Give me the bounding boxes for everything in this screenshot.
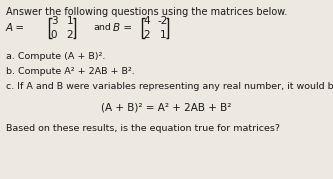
Text: 2: 2 bbox=[67, 30, 73, 40]
Text: and: and bbox=[93, 23, 111, 33]
Text: A =: A = bbox=[6, 23, 25, 33]
Text: B =: B = bbox=[113, 23, 132, 33]
Text: Answer the following questions using the matrices below.: Answer the following questions using the… bbox=[6, 7, 287, 17]
Text: c. If A and B were variables representing any real number, it would be true that: c. If A and B were variables representin… bbox=[6, 82, 333, 91]
Text: b. Compute A² + 2AB + B².: b. Compute A² + 2AB + B². bbox=[6, 67, 135, 76]
Text: a. Compute (A + B)².: a. Compute (A + B)². bbox=[6, 52, 105, 61]
Text: 0: 0 bbox=[51, 30, 57, 40]
Text: 2: 2 bbox=[144, 30, 150, 40]
Text: (A + B)² = A² + 2AB + B²: (A + B)² = A² + 2AB + B² bbox=[101, 103, 231, 113]
Text: 3: 3 bbox=[51, 16, 57, 26]
Text: -2: -2 bbox=[158, 16, 168, 26]
Text: 1: 1 bbox=[160, 30, 166, 40]
Text: Based on these results, is the equation true for matrices?: Based on these results, is the equation … bbox=[6, 124, 280, 133]
Text: 1: 1 bbox=[67, 16, 73, 26]
Text: 4: 4 bbox=[144, 16, 150, 26]
